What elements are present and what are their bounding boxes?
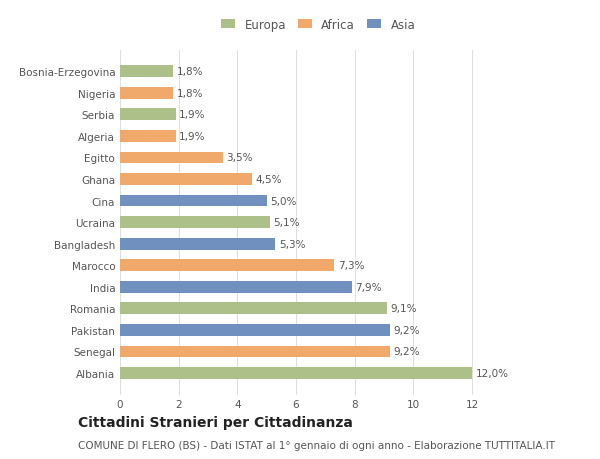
Bar: [120, 346, 390, 358]
Bar: [120, 131, 176, 142]
Bar: [120, 152, 223, 164]
Bar: [120, 174, 252, 185]
Bar: [120, 66, 173, 78]
Text: 9,1%: 9,1%: [391, 304, 417, 313]
Text: COMUNE DI FLERO (BS) - Dati ISTAT al 1° gennaio di ogni anno - Elaborazione TUTT: COMUNE DI FLERO (BS) - Dati ISTAT al 1° …: [78, 440, 555, 450]
Text: 7,9%: 7,9%: [355, 282, 382, 292]
Text: 5,3%: 5,3%: [279, 239, 305, 249]
Bar: [120, 324, 390, 336]
Bar: [120, 281, 352, 293]
Text: 12,0%: 12,0%: [476, 368, 509, 378]
Bar: [120, 109, 176, 121]
Bar: [120, 217, 269, 229]
Text: 3,5%: 3,5%: [226, 153, 253, 163]
Text: 9,2%: 9,2%: [394, 325, 420, 335]
Text: 7,3%: 7,3%: [338, 261, 364, 271]
Text: 1,8%: 1,8%: [176, 89, 203, 99]
Bar: [120, 238, 275, 250]
Text: 1,8%: 1,8%: [176, 67, 203, 77]
Bar: [120, 195, 266, 207]
Bar: [120, 367, 472, 379]
Text: 1,9%: 1,9%: [179, 132, 206, 141]
Text: Cittadini Stranieri per Cittadinanza: Cittadini Stranieri per Cittadinanza: [78, 415, 353, 429]
Bar: [120, 260, 334, 272]
Text: 9,2%: 9,2%: [394, 347, 420, 357]
Text: 4,5%: 4,5%: [256, 174, 282, 185]
Text: 5,0%: 5,0%: [270, 196, 296, 206]
Bar: [120, 303, 387, 314]
Text: 5,1%: 5,1%: [273, 218, 299, 228]
Legend: Europa, Africa, Asia: Europa, Africa, Asia: [217, 15, 419, 35]
Bar: [120, 88, 173, 100]
Text: 1,9%: 1,9%: [179, 110, 206, 120]
